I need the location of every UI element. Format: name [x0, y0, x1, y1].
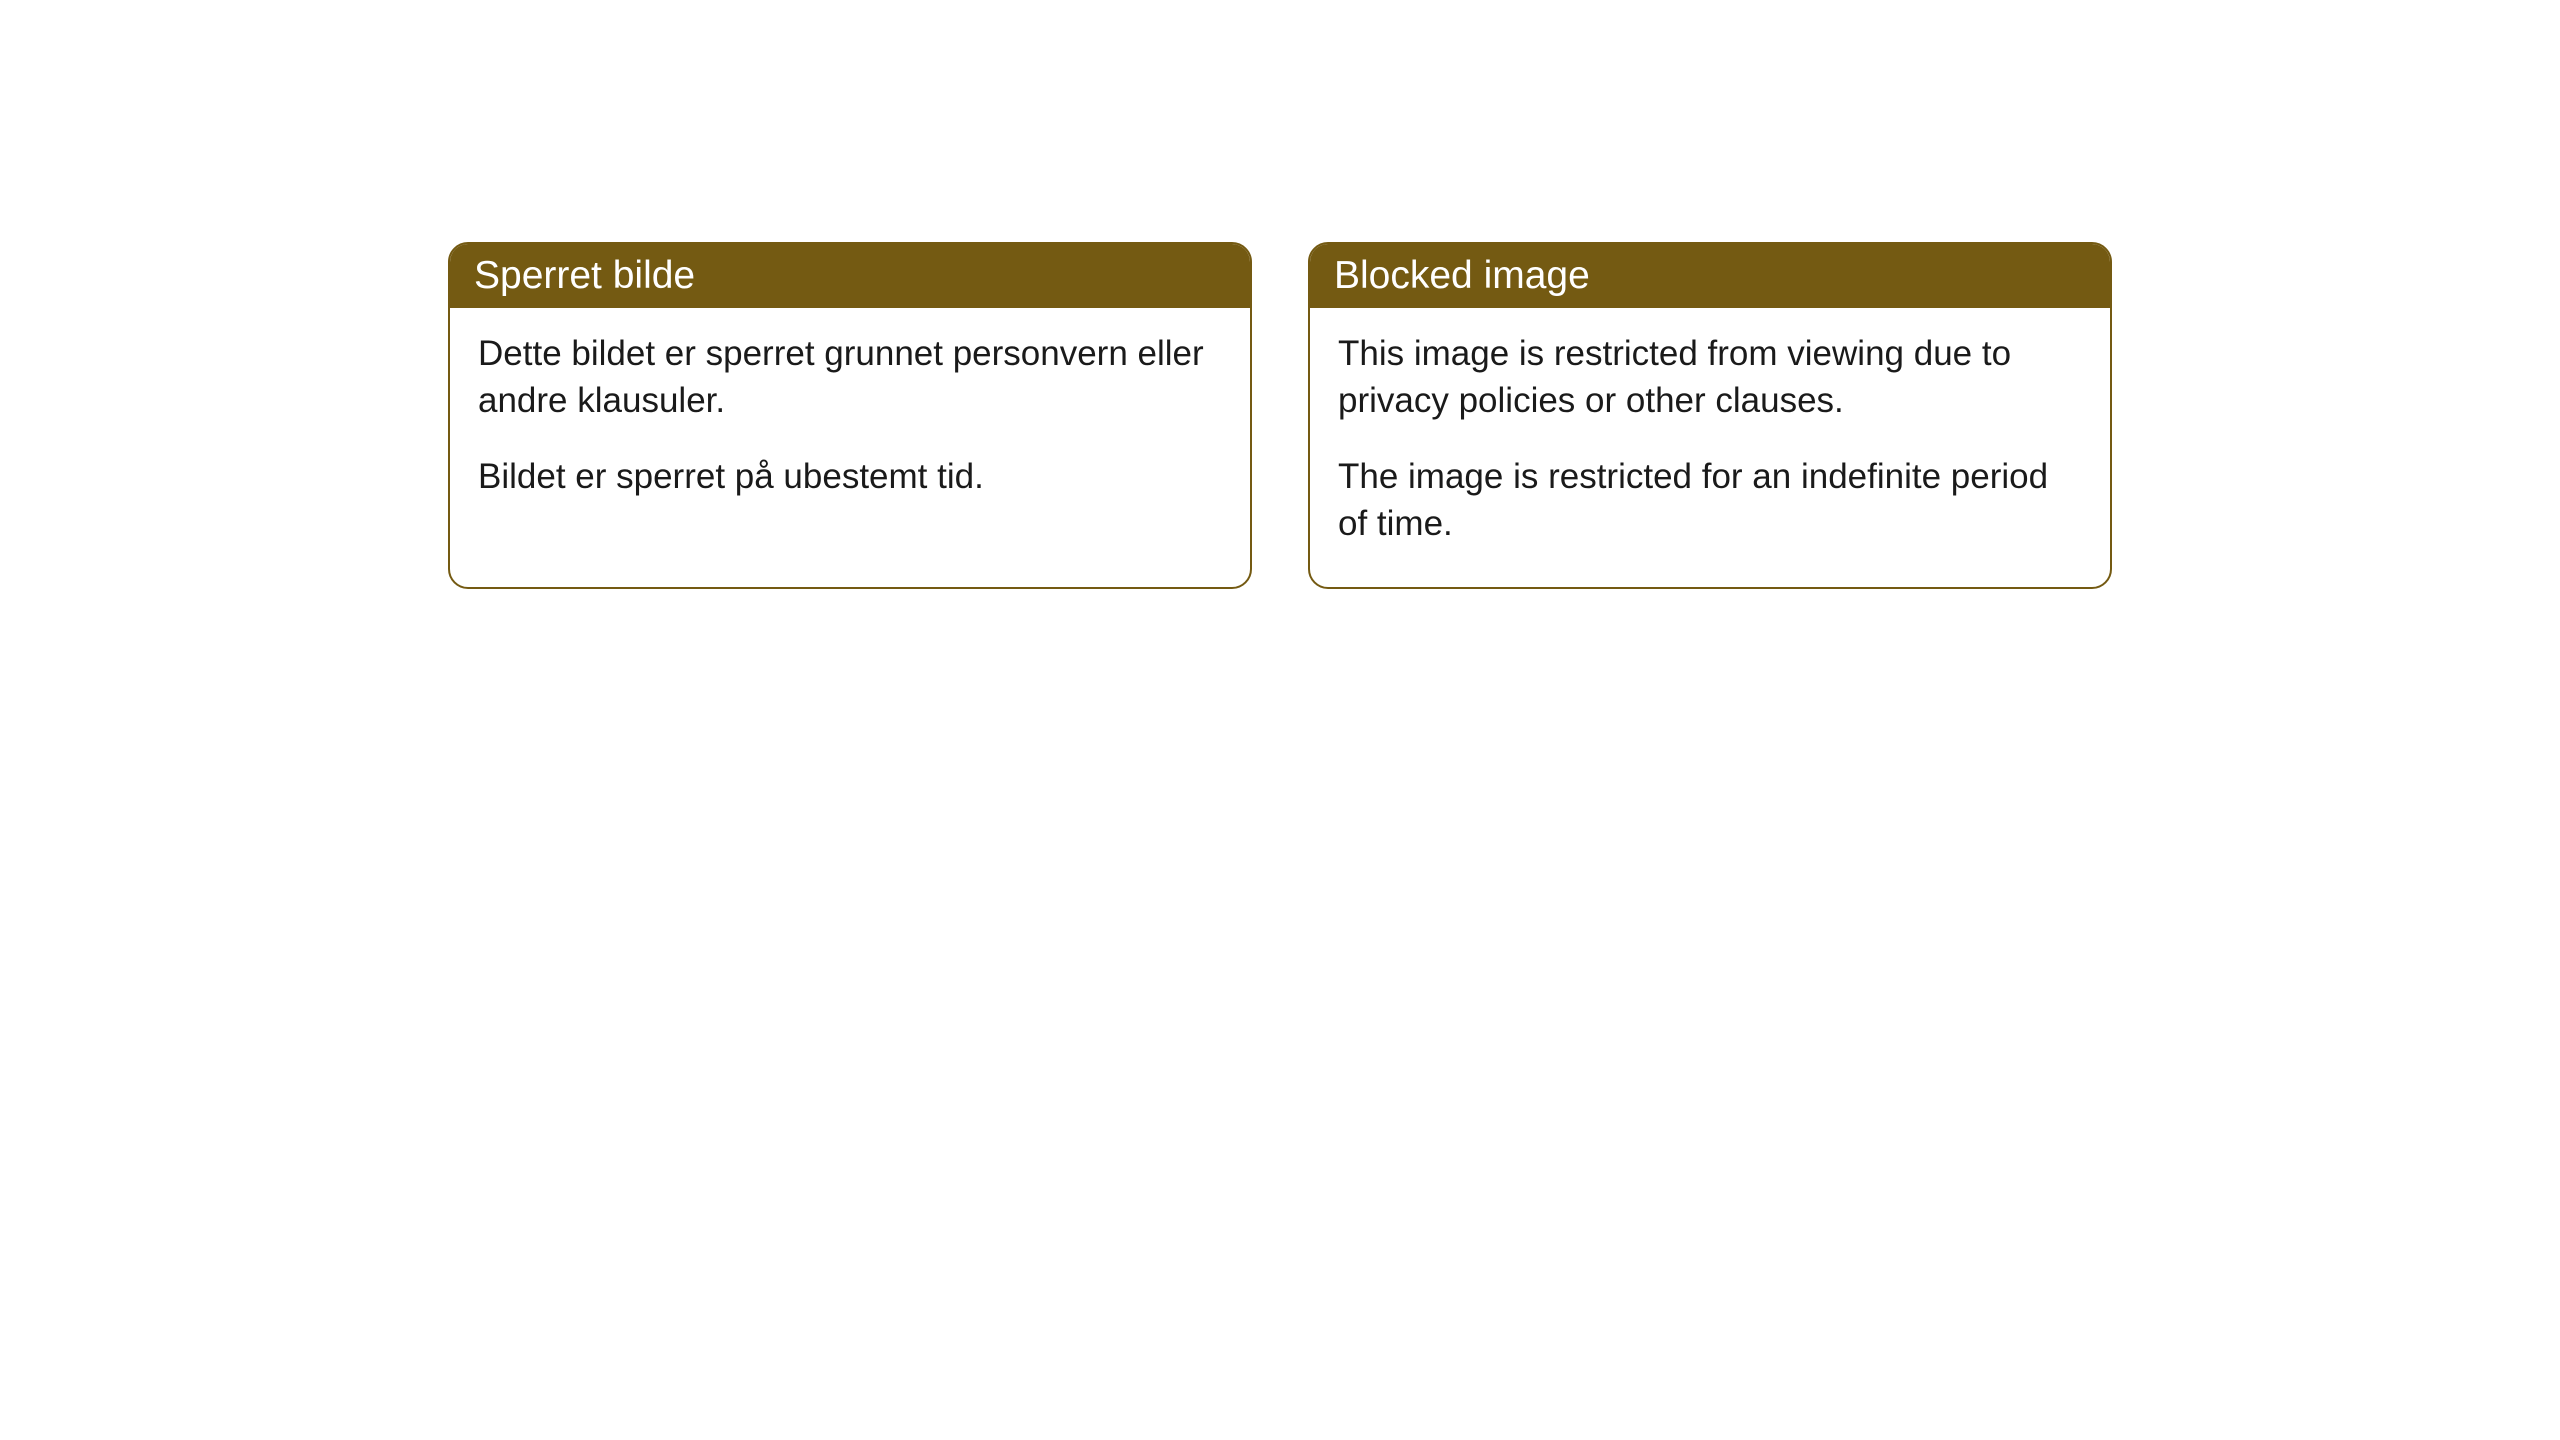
card-body: Dette bildet er sperret grunnet personve… — [450, 308, 1250, 540]
card-header: Blocked image — [1310, 244, 2110, 308]
card-title: Blocked image — [1334, 254, 1590, 297]
card-paragraph: This image is restricted from viewing du… — [1338, 330, 2082, 425]
card-body: This image is restricted from viewing du… — [1310, 308, 2110, 587]
card-title: Sperret bilde — [474, 254, 695, 297]
card-paragraph: Bildet er sperret på ubestemt tid. — [478, 453, 1222, 500]
blocked-image-card-english: Blocked image This image is restricted f… — [1308, 242, 2112, 589]
card-header: Sperret bilde — [450, 244, 1250, 308]
card-paragraph: The image is restricted for an indefinit… — [1338, 453, 2082, 548]
blocked-image-card-norwegian: Sperret bilde Dette bildet er sperret gr… — [448, 242, 1252, 589]
cards-container: Sperret bilde Dette bildet er sperret gr… — [448, 242, 2112, 589]
card-paragraph: Dette bildet er sperret grunnet personve… — [478, 330, 1222, 425]
